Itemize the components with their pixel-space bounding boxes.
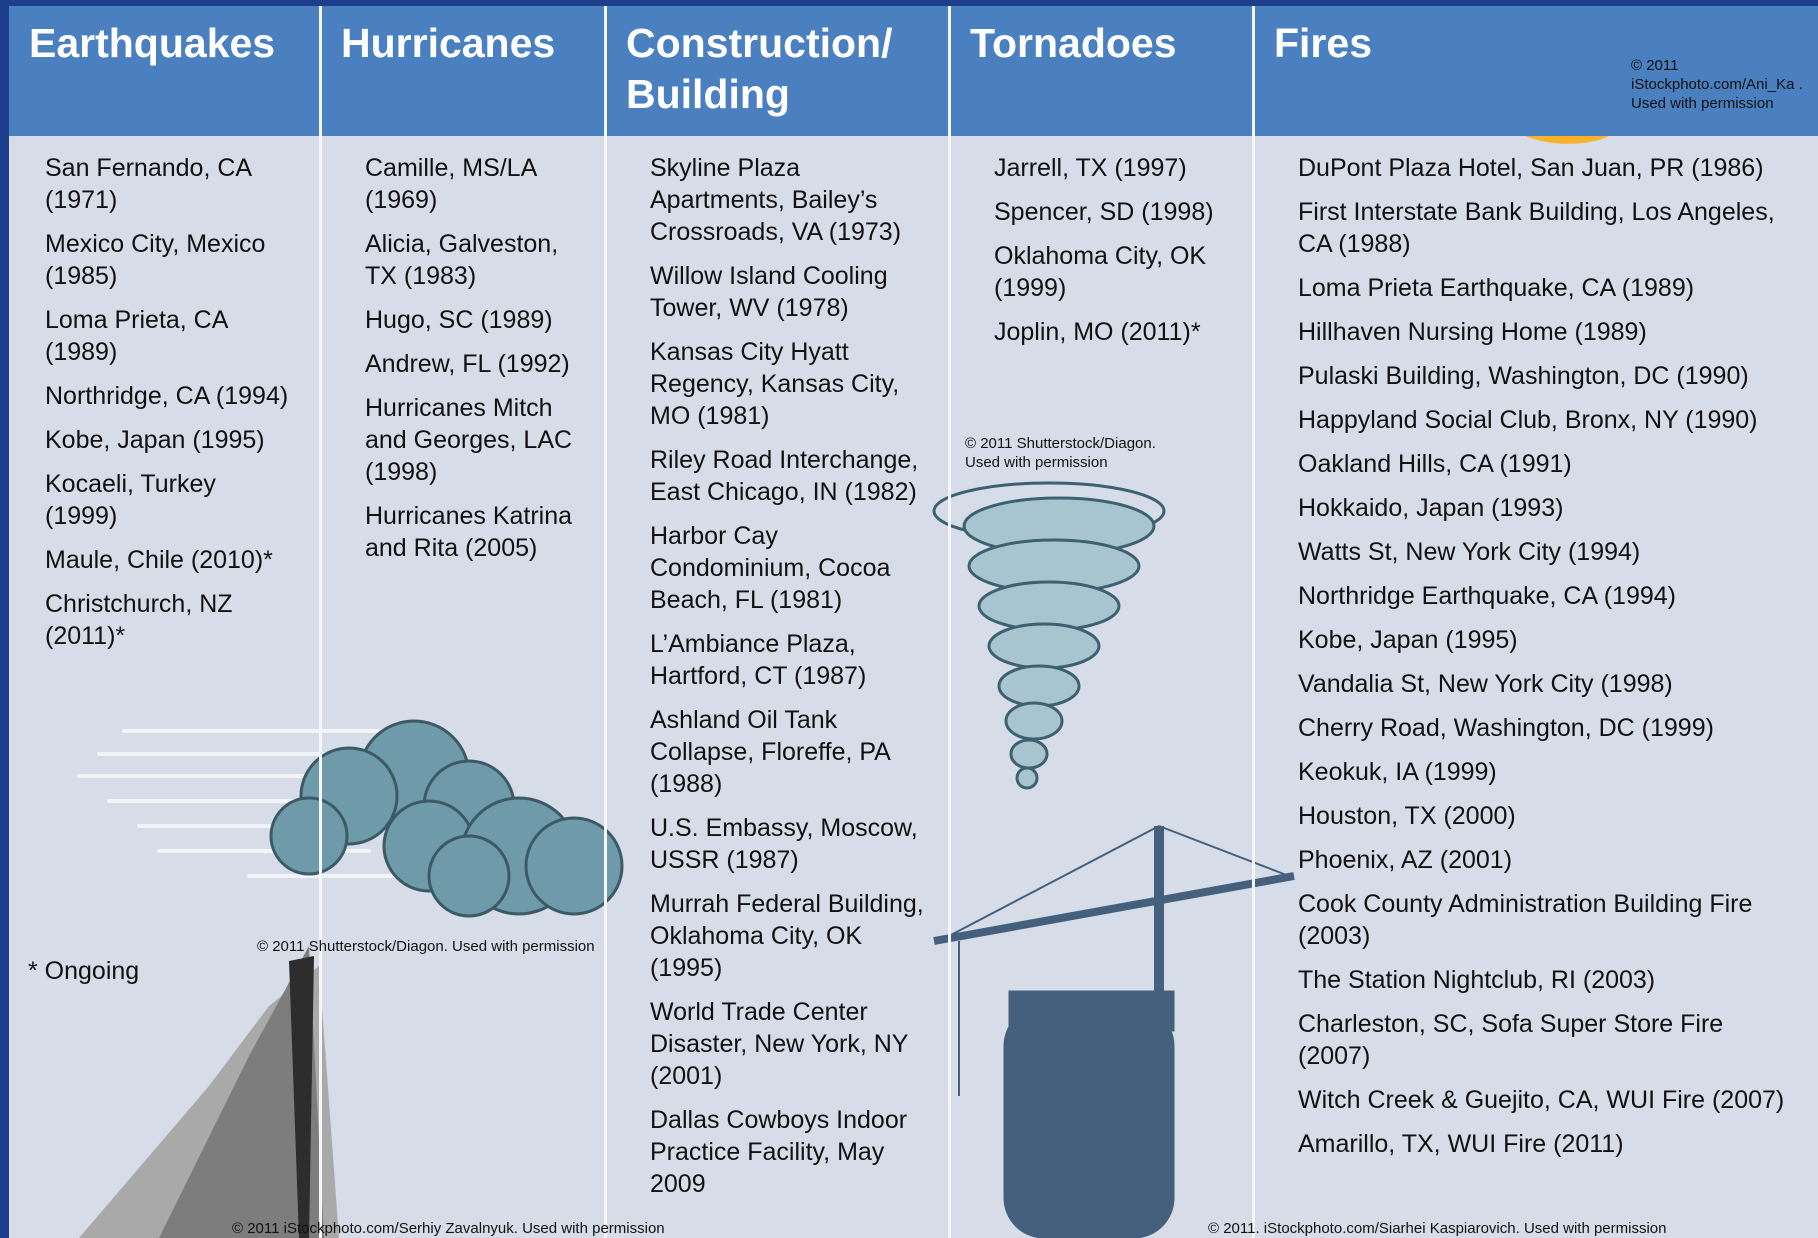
list-item: World Trade Center Disaster, New York, N… <box>650 996 935 1092</box>
list-item: Oklahoma City, OK (1999) <box>994 240 1239 304</box>
list-item: Andrew, FL (1992) <box>365 348 595 380</box>
item-list: Camille, MS/LA (1969) Alicia, Galveston, … <box>365 152 595 576</box>
list-item: L’Ambiance Plaza, Hartford, CT (1987) <box>650 628 935 692</box>
list-item: Hurricanes Mitch and Georges, LAC (1998) <box>365 392 595 488</box>
list-item: Maule, Chile (2010)* <box>45 544 290 576</box>
image-credit: © 2011 iStockphoto.com/Serhiy Zavalnyuk.… <box>232 1219 665 1238</box>
list-item: Kobe, Japan (1995) <box>45 424 290 456</box>
hurricane-cloud <box>79 721 622 916</box>
list-item: Pulaski Building, Washington, DC (1990) <box>1298 360 1798 392</box>
list-item: Murrah Federal Building, Oklahoma City, … <box>650 888 935 984</box>
column-divider <box>604 6 607 1238</box>
image-credit: © 2011. iStockphoto.com/Siarhei Kaspiaro… <box>1208 1219 1667 1238</box>
item-list: San Fernando, CA (1971) Mexico City, Mexi… <box>45 152 290 664</box>
list-item: Keokuk, IA (1999) <box>1298 756 1798 788</box>
list-item: Hokkaido, Japan (1993) <box>1298 492 1798 524</box>
list-item: First Interstate Bank Building, Los Ange… <box>1298 196 1798 260</box>
list-item: Hillhaven Nursing Home (1989) <box>1298 316 1798 348</box>
crane-building <box>934 826 1294 1238</box>
list-item: Camille, MS/LA (1969) <box>365 152 595 216</box>
list-item: Vandalia St, New York City (1998) <box>1298 668 1798 700</box>
column-header: Hurricanes <box>321 6 606 136</box>
image-credit: © 2011 iStockphoto.com/Ani_Ka . Used wit… <box>1631 56 1816 113</box>
list-item: Kobe, Japan (1995) <box>1298 624 1798 656</box>
list-item: Alicia, Galveston, TX (1983) <box>365 228 595 292</box>
column-divider <box>319 6 322 1238</box>
tornado <box>934 483 1164 788</box>
list-item: Harbor Cay Condominium, Cocoa Beach, FL … <box>650 520 935 616</box>
image-credit: © 2011 Shutterstock/Diagon. Used with pe… <box>965 434 1195 472</box>
list-item: Kocaeli, Turkey (1999) <box>45 468 290 532</box>
item-list: Skyline Plaza Apartments, Bailey’s Cross… <box>650 152 935 1212</box>
slide: {"columns":[ {"header":"Earthquakes","it… <box>0 0 1818 1238</box>
list-item: Mexico City, Mexico (1985) <box>45 228 290 292</box>
list-item: U.S. Embassy, Moscow, USSR (1987) <box>650 812 935 876</box>
list-item: Christchurch, NZ (2011)* <box>45 588 290 652</box>
earthquake-crack <box>79 946 339 1238</box>
table-panel: Earthquakes San Fernando, CA (1971) Mexico… <box>9 6 1818 1238</box>
list-item: Ashland Oil Tank Collapse, Floreffe, PA … <box>650 704 935 800</box>
list-item: Cherry Road, Washington, DC (1999) <box>1298 712 1798 744</box>
column-header: Tornadoes <box>950 6 1254 136</box>
list-item: Spencer, SD (1998) <box>994 196 1239 228</box>
list-item: Houston, TX (2000) <box>1298 800 1798 832</box>
list-item: Kansas City Hyatt Regency, Kansas City, … <box>650 336 935 432</box>
list-item: Skyline Plaza Apartments, Bailey’s Cross… <box>650 152 935 248</box>
list-item: Loma Prieta Earthquake, CA (1989) <box>1298 272 1798 304</box>
column-divider <box>1252 6 1255 1238</box>
list-item: Oakland Hills, CA (1991) <box>1298 448 1798 480</box>
column-header: Earthquakes <box>9 6 321 136</box>
footnote: * Ongoing <box>28 957 139 986</box>
list-item: Witch Creek & Guejito, CA, WUI Fire (200… <box>1298 1084 1798 1116</box>
list-item: Hurricanes Katrina and Rita (2005) <box>365 500 595 564</box>
list-item: Willow Island Cooling Tower, WV (1978) <box>650 260 935 324</box>
list-item: Hugo, SC (1989) <box>365 304 595 336</box>
list-item: Loma Prieta, CA (1989) <box>45 304 290 368</box>
column-header: Construction/ Building <box>606 6 950 136</box>
list-item: Amarillo, TX, WUI Fire (2011) <box>1298 1128 1798 1160</box>
list-item: Riley Road Interchange, East Chicago, IN… <box>650 444 935 508</box>
list-item: Joplin, MO (2011)* <box>994 316 1239 348</box>
column-divider <box>948 6 951 1238</box>
list-item: DuPont Plaza Hotel, San Juan, PR (1986) <box>1298 152 1798 184</box>
item-list: Jarrell, TX (1997) Spencer, SD (1998) Okla… <box>994 152 1239 360</box>
list-item: Happyland Social Club, Bronx, NY (1990) <box>1298 404 1798 436</box>
list-item: Northridge, CA (1994) <box>45 380 290 412</box>
list-item: Dallas Cowboys Indoor Practice Facility,… <box>650 1104 935 1200</box>
list-item: Phoenix, AZ (2001) <box>1298 844 1798 876</box>
item-list: DuPont Plaza Hotel, San Juan, PR (1986) F… <box>1298 152 1798 1172</box>
list-item: Jarrell, TX (1997) <box>994 152 1239 184</box>
list-item: Watts St, New York City (1994) <box>1298 536 1798 568</box>
list-item: Cook County Administration Building Fire… <box>1298 888 1798 952</box>
list-item: The Station Nightclub, RI (2003) <box>1298 964 1798 996</box>
list-item: Charleston, SC, Sofa Super Store Fire (2… <box>1298 1008 1798 1072</box>
image-credit: © 2011 Shutterstock/Diagon. Used with pe… <box>257 937 595 956</box>
list-item: San Fernando, CA (1971) <box>45 152 290 216</box>
list-item: Northridge Earthquake, CA (1994) <box>1298 580 1798 612</box>
